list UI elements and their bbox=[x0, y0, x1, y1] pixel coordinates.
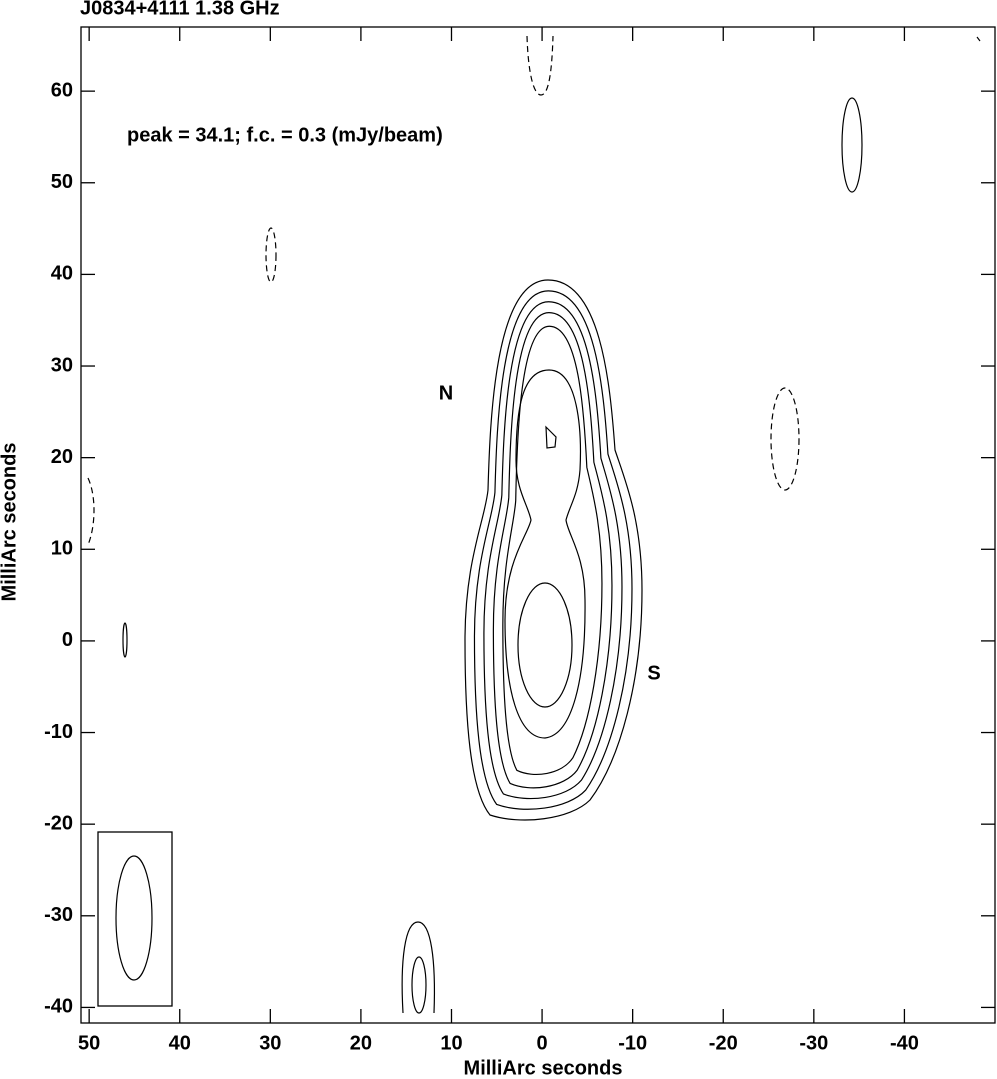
annotation: peak = 34.1; f.c. = 0.3 (mJy/beam) bbox=[127, 124, 443, 146]
contour bbox=[977, 37, 980, 41]
y-tick-label: -20 bbox=[44, 812, 73, 834]
chart-title: J0834+4111 1.38 GHz bbox=[80, 0, 280, 19]
contours bbox=[88, 36, 980, 1013]
component-label: N bbox=[439, 382, 453, 404]
contour bbox=[484, 302, 622, 799]
x-tick-label: 30 bbox=[259, 1032, 281, 1054]
y-tick-label: 40 bbox=[51, 263, 73, 285]
beam bbox=[116, 856, 152, 980]
beam-box bbox=[97, 831, 173, 1007]
y-tick-label: 10 bbox=[51, 538, 73, 560]
x-tick-label: -30 bbox=[799, 1032, 828, 1054]
contour bbox=[503, 326, 602, 774]
x-tick-label: -10 bbox=[618, 1032, 647, 1054]
x-tick-label: 20 bbox=[350, 1032, 372, 1054]
x-tick-label: 0 bbox=[537, 1032, 548, 1054]
y-tick-label: -10 bbox=[44, 721, 73, 743]
contour bbox=[123, 623, 127, 657]
component-label: S bbox=[647, 662, 660, 684]
contour bbox=[527, 36, 553, 95]
y-tick-label: -40 bbox=[44, 996, 73, 1018]
contour bbox=[842, 98, 862, 192]
y-tick-label: -30 bbox=[44, 904, 73, 926]
x-tick-label: 40 bbox=[169, 1032, 191, 1054]
x-axis-label: MilliArc seconds bbox=[464, 1057, 623, 1079]
contour bbox=[505, 370, 585, 738]
contour bbox=[88, 478, 94, 545]
y-tick-label: 0 bbox=[62, 629, 73, 651]
y-axis-label: MilliArc seconds bbox=[0, 443, 20, 602]
x-tick-label: -40 bbox=[890, 1032, 919, 1054]
plot-frame bbox=[80, 26, 996, 1024]
y-tick-label: 50 bbox=[51, 171, 73, 193]
x-tick-label: -20 bbox=[709, 1032, 738, 1054]
contour bbox=[518, 583, 572, 707]
contour bbox=[465, 280, 642, 820]
x-tick-label: 50 bbox=[78, 1032, 100, 1054]
y-tick-label: 60 bbox=[51, 79, 73, 101]
contour bbox=[402, 922, 434, 1013]
y-tick-label: 30 bbox=[51, 354, 73, 376]
y-tick-label: 20 bbox=[51, 446, 73, 468]
contour bbox=[493, 313, 612, 788]
x-tick-label: 10 bbox=[440, 1032, 462, 1054]
contour bbox=[412, 957, 426, 1013]
contour bbox=[266, 228, 276, 282]
contour bbox=[771, 388, 799, 490]
contour bbox=[546, 427, 556, 448]
contour bbox=[474, 291, 632, 809]
